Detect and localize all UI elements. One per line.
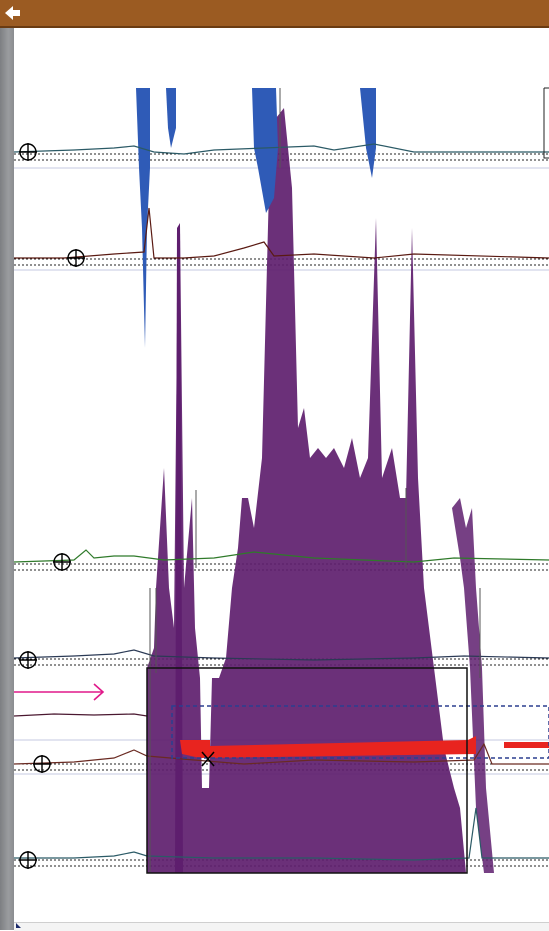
bottom-marker-icon — [16, 923, 21, 928]
crosshair-icon — [33, 755, 51, 773]
baselines — [14, 153, 549, 867]
trace-1 — [14, 143, 549, 155]
left-rail — [0, 0, 14, 930]
trace-4 — [14, 649, 549, 661]
trace-6 — [14, 742, 549, 765]
crosshair-icon — [19, 143, 37, 161]
red-bar — [180, 736, 476, 758]
vertical-guides — [149, 88, 481, 873]
purple-spike-left — [175, 223, 183, 873]
trace-5 — [14, 713, 148, 717]
selection-box[interactable] — [171, 705, 549, 759]
purple-overlay — [147, 108, 466, 873]
trace-7 — [14, 807, 549, 861]
bottom-bar — [14, 922, 549, 931]
purple-overlay-right — [452, 498, 494, 873]
crosshair-icon — [67, 249, 85, 267]
pointer-arrow — [14, 683, 105, 701]
crosshair-icon — [53, 553, 71, 571]
blue-overlays — [136, 88, 376, 348]
trace-3 — [14, 549, 549, 563]
right-bracket — [543, 87, 549, 159]
traces — [14, 143, 549, 861]
crosshair-markers[interactable] — [19, 143, 85, 869]
top-toolbar — [0, 0, 549, 28]
crosshair-icon — [19, 851, 37, 869]
lower-frame — [146, 667, 468, 874]
crosshair-icon — [19, 651, 37, 669]
red-bar-right — [504, 742, 549, 748]
trace-2 — [14, 207, 549, 259]
waveform-canvas[interactable] — [14, 28, 549, 930]
x-mark-icon[interactable] — [201, 751, 215, 767]
back-arrow-icon[interactable] — [2, 2, 24, 24]
